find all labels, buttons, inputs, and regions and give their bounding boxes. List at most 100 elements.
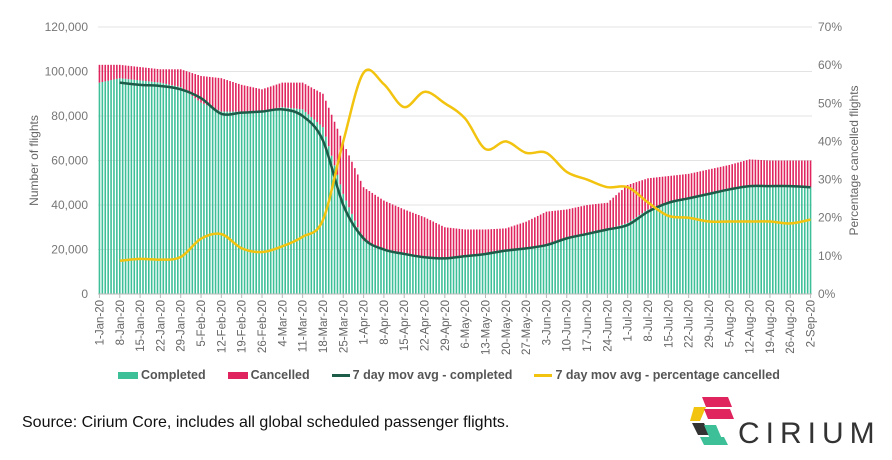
- completed-bar: [417, 256, 420, 294]
- completed-bar: [446, 258, 449, 294]
- completed-bar: [377, 246, 379, 294]
- cancelled-bar: [275, 84, 278, 109]
- axes: 0 20,000 40,000 60,000 80,000 100,000 120,000 0…: [27, 20, 861, 355]
- cancelled-bar: [728, 164, 731, 190]
- completed-bar: [534, 246, 536, 294]
- x-tick-label: 1-Jul-20: [623, 300, 635, 342]
- cancelled-bar: [423, 217, 426, 258]
- legend-swatch: [227, 371, 248, 379]
- cancelled-bar: [713, 168, 716, 193]
- completed-bar: [368, 243, 371, 294]
- completed-bar: [191, 95, 194, 294]
- legend-swatch: [534, 373, 553, 377]
- completed-bar: [203, 103, 205, 295]
- completed-bar: [470, 255, 472, 294]
- legend-label: 7 day mov avg - completed: [352, 368, 513, 382]
- completed-bar: [528, 247, 530, 294]
- completed-bar: [264, 110, 266, 295]
- cancelled-bar: [298, 82, 301, 110]
- cancelled-bar: [473, 229, 475, 256]
- completed-bar: [310, 116, 313, 294]
- completed-bar: [554, 242, 556, 294]
- completed-bar: [565, 238, 568, 294]
- completed-bar: [623, 223, 626, 294]
- completed-bar: [232, 111, 234, 294]
- cancelled-bar: [185, 71, 188, 92]
- cancelled-bar: [589, 204, 591, 234]
- completed-bar: [638, 215, 641, 294]
- left-tick-label: 20,000: [51, 243, 88, 257]
- completed-bar: [455, 257, 458, 294]
- cancelled-bar: [809, 160, 812, 188]
- cancelled-bar: [136, 66, 138, 81]
- completed-bar: [621, 224, 623, 294]
- cancelled-bar: [580, 206, 583, 236]
- completed-bar: [101, 81, 104, 294]
- completed-bar: [275, 108, 278, 294]
- cancelled-bar: [519, 223, 522, 250]
- completed-bar: [220, 111, 223, 294]
- cancelled-bar: [745, 160, 748, 187]
- cancelled-bar: [388, 203, 391, 251]
- cancelled-bar: [763, 160, 765, 187]
- cancelled-bar: [455, 228, 458, 258]
- completed-bar: [737, 187, 739, 294]
- cancelled-bar: [621, 190, 623, 225]
- x-tick-label: 11-Mar-20: [298, 300, 310, 352]
- completed-bar: [383, 249, 385, 294]
- legend-swatch: [118, 371, 138, 379]
- cancelled-bar: [664, 176, 667, 204]
- cancelled-bar: [507, 227, 510, 251]
- cancelled-bar: [255, 88, 257, 112]
- completed-bar: [362, 240, 365, 294]
- cancelled-bar: [322, 93, 324, 128]
- completed-bar: [583, 234, 585, 294]
- completed-bar: [684, 198, 687, 294]
- x-tick-label: 17-Jun-20: [582, 300, 594, 352]
- completed-bar: [792, 186, 794, 294]
- cancelled-bar: [449, 227, 452, 258]
- legend-label: Completed: [141, 368, 206, 382]
- completed-bar: [728, 189, 731, 294]
- cancelled-bar: [510, 226, 513, 250]
- completed-bar: [504, 250, 507, 294]
- cancelled-bar: [385, 201, 388, 251]
- completed-bar: [284, 107, 287, 295]
- completed-bar: [542, 245, 545, 294]
- legend-completed: Completed: [118, 368, 206, 382]
- completed-bar: [316, 122, 318, 295]
- x-tick-label: 20-May-20: [501, 300, 513, 355]
- completed-bar: [484, 253, 487, 294]
- completed-bar: [740, 187, 742, 294]
- cancelled-bar: [458, 228, 461, 257]
- x-tick-label: 29-Apr-20: [440, 300, 452, 351]
- cancelled-bar: [147, 68, 150, 82]
- cancelled-bar: [577, 206, 580, 236]
- completed-bar: [711, 193, 713, 294]
- x-tick-label: 8-Jan-20: [115, 300, 127, 345]
- completed-bar: [354, 220, 356, 294]
- cancelled-bar: [481, 229, 484, 255]
- completed-bar: [278, 107, 281, 294]
- cancelled-bar: [266, 87, 269, 111]
- x-tick-label: 10-Jun-20: [562, 300, 574, 352]
- completed-bar: [647, 209, 649, 294]
- x-tick-label: 13-May-20: [480, 300, 492, 355]
- completed-bar: [177, 86, 179, 294]
- completed-bar: [699, 195, 702, 294]
- cancelled-bar: [156, 68, 159, 83]
- cancelled-bar: [716, 167, 719, 192]
- completed-bar: [206, 105, 208, 294]
- completed-bar: [603, 230, 606, 294]
- right-tick-label: 20%: [818, 211, 842, 225]
- x-tick-label: 1-Jan-20: [94, 300, 106, 345]
- completed-bar: [574, 236, 577, 294]
- cancelled-bar: [757, 159, 760, 187]
- completed-bar: [487, 253, 490, 294]
- x-tick-label: 24-Jun-20: [602, 300, 614, 352]
- cancelled-bar: [734, 163, 736, 189]
- completed-bar: [464, 256, 466, 294]
- completed-bar: [226, 111, 228, 294]
- completed-bar: [516, 249, 519, 294]
